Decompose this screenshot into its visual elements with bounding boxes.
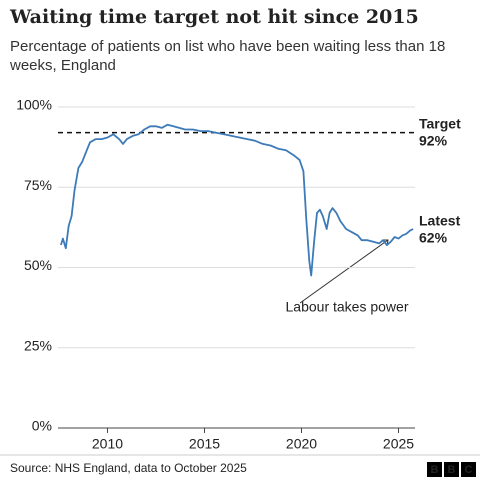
x-tick-label: 2025 [383,436,414,452]
y-tick-label: 25% [24,337,52,353]
logo-block [444,462,459,477]
y-tick-label: 50% [24,257,52,273]
logo-block [461,462,476,477]
source: Source: NHS England, data to October 202… [10,461,247,475]
chart-subtitle: Percentage of patients on list who have … [10,38,446,74]
y-tick-label: 100% [16,97,52,113]
logo-block [427,462,442,477]
target-label: Target [419,116,461,132]
x-tick-label: 2010 [92,436,123,452]
chart-title: Waiting time target not hit since 2015 [10,6,419,28]
latest-label: 62% [419,230,448,246]
x-tick-label: 2015 [189,436,220,452]
annotation: Labour takes power [286,299,409,315]
target-label: 92% [419,133,448,149]
data-line [60,123,414,277]
logo-letter: B [431,464,439,476]
logo-letter: B [448,464,456,476]
x-tick-label: 2020 [286,436,317,452]
latest-label: Latest [419,213,461,229]
y-tick-label: 0% [32,418,52,434]
annotation-arrow [299,239,389,304]
y-tick-label: 75% [24,177,52,193]
logo-letter: C [465,464,473,476]
